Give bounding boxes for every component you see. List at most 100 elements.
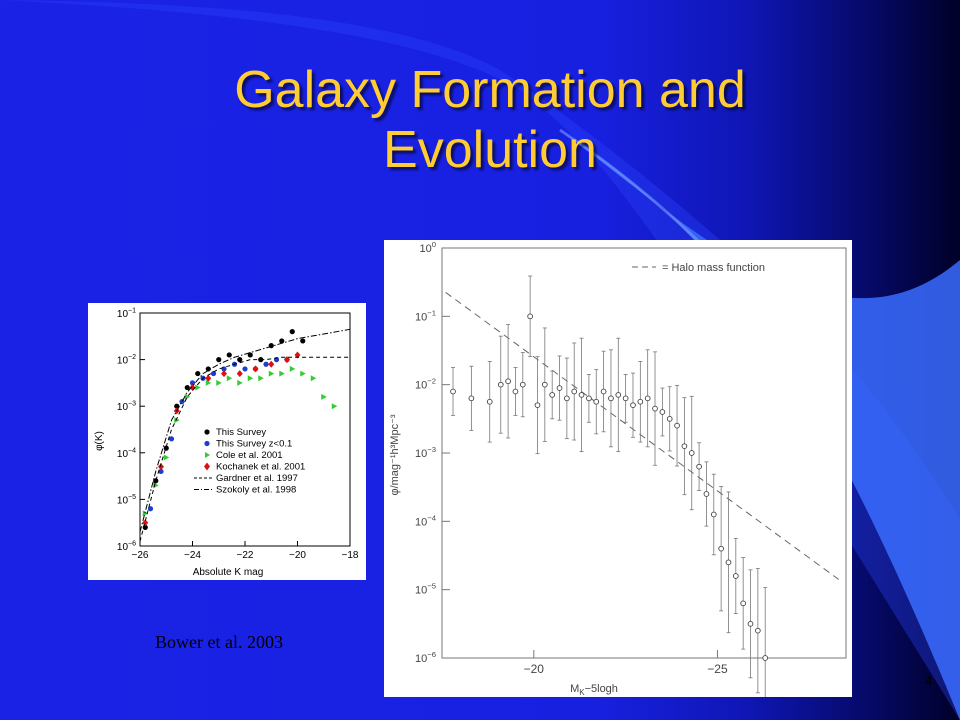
left-data-point bbox=[216, 379, 222, 386]
right-halo-mass-line bbox=[445, 292, 839, 580]
right-y-tick-label: 10−2 bbox=[415, 377, 436, 392]
title-line-2: Evolution bbox=[383, 121, 597, 179]
right-data-point bbox=[740, 600, 747, 607]
right-data-point bbox=[630, 402, 636, 409]
right-legend: = Halo mass function bbox=[632, 262, 765, 274]
left-data-point bbox=[236, 370, 243, 378]
left-data-point bbox=[163, 454, 170, 461]
left-y-tick-label-base: 10 bbox=[117, 542, 129, 553]
left-data-point bbox=[179, 398, 185, 405]
left-data-point bbox=[289, 365, 296, 372]
right-y-tick-label-base: 10 bbox=[415, 380, 427, 392]
left-data-point bbox=[205, 366, 211, 372]
right-data-point bbox=[534, 402, 541, 409]
right-data-point bbox=[696, 463, 702, 470]
right-data-point bbox=[688, 450, 695, 456]
right-data-point bbox=[519, 381, 526, 388]
left-data-point bbox=[237, 379, 243, 386]
right-data-point bbox=[527, 313, 533, 320]
left-y-tick-label-exp: −2 bbox=[128, 354, 136, 361]
right-y-tick-label: 10−3 bbox=[415, 445, 436, 460]
left-y-tick-label: 10−4 bbox=[117, 447, 136, 460]
right-data-point bbox=[608, 395, 614, 402]
left-data-point bbox=[174, 403, 180, 409]
right-data-point bbox=[681, 443, 688, 450]
right-data-point bbox=[637, 398, 644, 405]
right-x-tick-label: −20 bbox=[524, 662, 545, 676]
left-data-point bbox=[242, 366, 248, 372]
right-data-point bbox=[586, 395, 592, 402]
left-data-point bbox=[263, 361, 269, 367]
left-y-tick-label-exp: −4 bbox=[128, 447, 136, 454]
right-y-tick-label: 10−1 bbox=[415, 308, 436, 323]
right-data-point bbox=[747, 620, 754, 627]
left-data-point bbox=[321, 393, 327, 400]
right-data-point bbox=[486, 398, 493, 405]
left-data-point bbox=[252, 365, 259, 373]
left-y-tick-label-base: 10 bbox=[117, 495, 129, 506]
right-data-point bbox=[622, 395, 629, 402]
left-data-point bbox=[226, 375, 233, 382]
citation-caption: Bower et al. 2003 bbox=[155, 632, 283, 652]
left-legend-label: Cole et al. 2001 bbox=[216, 450, 283, 461]
left-y-tick-label-exp: −3 bbox=[128, 401, 136, 408]
right-data-point bbox=[593, 398, 600, 405]
left-legend-label: Kochanek et al. 2001 bbox=[216, 462, 305, 473]
right-y-tick-label-exp: −6 bbox=[427, 650, 436, 659]
left-data-point bbox=[195, 370, 201, 377]
right-y-tick-label-base: 10 bbox=[415, 311, 427, 323]
right-y-tick-label-exp: −3 bbox=[427, 445, 436, 454]
left-y-tick-label-base: 10 bbox=[117, 402, 129, 413]
right-data-point bbox=[725, 559, 732, 566]
right-data-point bbox=[556, 385, 563, 391]
left-legend-label: Gardner et al. 1997 bbox=[216, 473, 298, 484]
right-x-label-main: M bbox=[570, 683, 579, 695]
left-x-tick-label: −18 bbox=[342, 550, 359, 561]
right-y-tick-label-exp: 0 bbox=[432, 240, 436, 249]
left-data-point bbox=[289, 329, 295, 335]
left-data-point bbox=[310, 375, 317, 382]
left-y-tick-label: 10−2 bbox=[117, 354, 136, 367]
page-number: 4 bbox=[925, 673, 933, 688]
left-data-point bbox=[247, 375, 254, 382]
left-data-point bbox=[163, 445, 169, 451]
left-legend-label: Szokoly et al. 1998 bbox=[216, 485, 296, 496]
left-legend-swatch bbox=[204, 440, 210, 447]
left-data-point bbox=[268, 370, 275, 377]
slide-title: Galaxy Formation and Evolution bbox=[140, 60, 840, 180]
left-data-point bbox=[237, 357, 243, 363]
right-y-tick-label: 10−4 bbox=[415, 513, 437, 528]
left-data-point bbox=[279, 338, 285, 344]
left-y-tick-label: 10−1 bbox=[117, 308, 136, 321]
left-data-point bbox=[216, 357, 222, 363]
left-series-line bbox=[139, 356, 350, 542]
left-data-point bbox=[168, 436, 175, 442]
right-data-point bbox=[505, 378, 511, 385]
left-y-tick-label-base: 10 bbox=[117, 356, 129, 367]
left-data-point bbox=[158, 463, 164, 471]
left-data-point bbox=[300, 338, 306, 344]
right-data-point bbox=[578, 392, 585, 398]
right-data-point bbox=[497, 381, 504, 388]
right-y-tick-label-base: 10 bbox=[415, 653, 427, 665]
right-data-point bbox=[468, 395, 475, 402]
left-chart: −26 −24 −22 −20 −1810−110−210−310−410−510−6 … bbox=[94, 308, 359, 579]
left-x-tick-label: −22 bbox=[237, 550, 254, 561]
right-x-axis-label: MK−5logh bbox=[570, 683, 618, 697]
left-x-tick-label: −24 bbox=[184, 550, 201, 561]
left-y-axis-label: φ(K) bbox=[94, 431, 105, 451]
left-y-tick-label: 10−5 bbox=[117, 494, 136, 507]
right-chart-panel: −20 −25 100 10−1 10−2 10−3 10−4 10−5 10−6 = Halo… bbox=[384, 240, 852, 720]
left-data-point bbox=[142, 519, 149, 527]
right-data-point bbox=[541, 381, 548, 388]
left-data-point bbox=[247, 352, 253, 358]
left-data-point bbox=[210, 370, 217, 377]
right-y-tick-label-exp: −4 bbox=[427, 513, 436, 522]
right-data-point bbox=[674, 422, 680, 429]
left-legend-swatch bbox=[204, 429, 210, 435]
left-series-line bbox=[139, 328, 351, 533]
right-data-point bbox=[732, 573, 739, 579]
right-y-axis-label: φ/mag⁻¹h³Mpc⁻³ bbox=[389, 414, 401, 495]
